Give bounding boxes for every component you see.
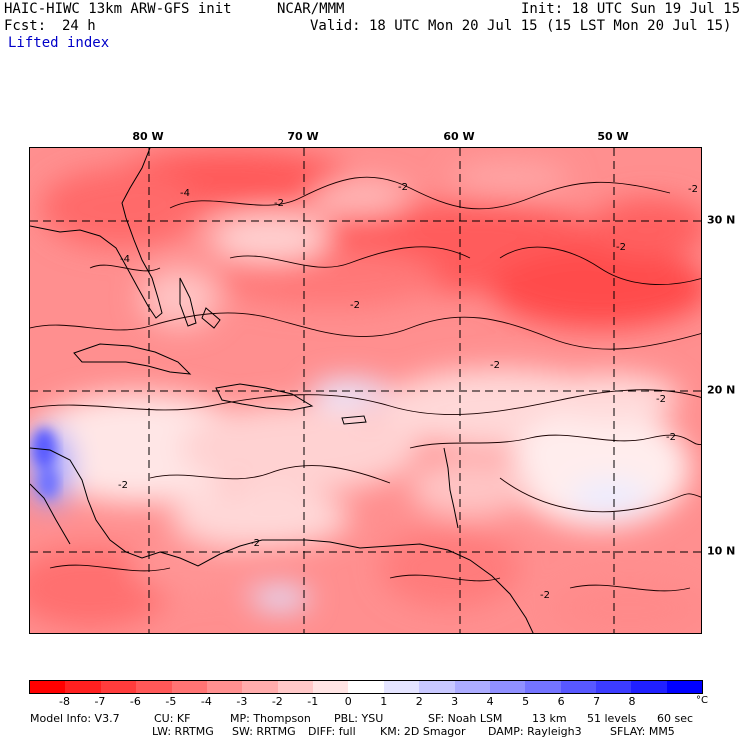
colorbar-swatch [65, 681, 101, 693]
lon-label-70w: 70 W [287, 130, 319, 143]
lon-label-50w: 50 W [597, 130, 629, 143]
model-info-damp: DAMP: Rayleigh3 [488, 725, 582, 738]
contour-lines [30, 176, 701, 592]
colorbar-swatch [100, 681, 137, 693]
init-time: Init: 18 UTC Sun 19 Jul 15 [521, 1, 740, 17]
colorbar-tick-label: 6 [557, 695, 565, 708]
map-canvas: -2 -2 -4 -2 -2 -2 -2 -2 -2 -2 -4 -2 -2 [30, 148, 701, 633]
contour-label: -2 [616, 242, 626, 253]
colorbar-swatch [666, 681, 703, 693]
colorbar-tick-label: -3 [236, 695, 248, 708]
colorbar-swatch [560, 681, 596, 693]
colorbar-tick-label: -6 [129, 695, 141, 708]
model-info-version: Model Info: V3.7 [30, 712, 120, 725]
contour-label: -4 [120, 254, 130, 265]
contour-label: -2 [274, 198, 284, 209]
contour-label: -2 [490, 360, 500, 371]
colorbar-swatch [277, 681, 313, 693]
lat-label-10n: 10 N [707, 544, 736, 558]
contour-label: -2 [118, 480, 128, 491]
colorbar-tick-label: -7 [94, 695, 106, 708]
model-info-sw: SW: RRTMG [232, 725, 296, 738]
colorbar-tick-label: -1 [307, 695, 319, 708]
colorbar-tick-label: 5 [522, 695, 530, 708]
lat-label-30n: 30 N [707, 213, 736, 227]
colorbar-swatch [136, 681, 172, 693]
model-info-km: KM: 2D Smagor [380, 725, 466, 738]
colorbar-swatch [313, 681, 349, 693]
colorbar-swatch [171, 681, 207, 693]
colorbar-unit: °C [696, 695, 708, 706]
contour-label: -2 [656, 394, 666, 405]
shading-field [30, 150, 701, 633]
contour-label: -2 [666, 432, 676, 443]
contour-label: -2 [540, 590, 550, 601]
model-info-resolution: 13 km [532, 712, 567, 725]
model-info-lw: LW: RRTMG [152, 725, 214, 738]
colorbar-tick-label: 0 [344, 695, 352, 708]
lon-label-60w: 60 W [443, 130, 475, 143]
colorbar-swatch [30, 681, 66, 693]
model-info-mp: MP: Thompson [230, 712, 311, 725]
colorbar-tick-label: -8 [58, 695, 70, 708]
model-info-timestep: 60 sec [657, 712, 694, 725]
colorbar-tick-label: -4 [200, 695, 212, 708]
colorbar-swatch [596, 681, 632, 693]
contour-label-group: -2 -2 -4 -2 -2 -2 -2 -2 -2 -2 -4 -2 -2 [118, 182, 698, 601]
contour-label: -4 [180, 188, 190, 199]
colorbar-swatch [348, 681, 384, 693]
colorbar-tick-label: 7 [593, 695, 601, 708]
colorbar [29, 680, 703, 694]
coastlines [30, 148, 534, 633]
model-title: HAIC-HIWC 13km ARW-GFS init [4, 1, 232, 17]
blue-core [32, 428, 58, 499]
lat-lon-grid [30, 148, 701, 633]
forecast-label: Fcst: [4, 18, 47, 34]
model-info-sflay: SFLAY: MM5 [610, 725, 675, 738]
colorbar-swatch [242, 681, 278, 693]
model-info-diff: DIFF: full [308, 725, 356, 738]
colorbar-tick-label: 8 [628, 695, 636, 708]
lifted-index-map: -2 -2 -4 -2 -2 -2 -2 -2 -2 -2 -4 -2 -2 [29, 147, 702, 634]
model-info-pbl: PBL: YSU [334, 712, 384, 725]
colorbar-swatch [419, 681, 455, 693]
colorbar-tick-label: 1 [380, 695, 388, 708]
model-info-levels: 51 levels [587, 712, 637, 725]
valid-time: Valid: 18 UTC Mon 20 Jul 15 (15 LST Mon … [310, 18, 732, 34]
field-name: Lifted index [8, 35, 110, 51]
model-info-sf: SF: Noah LSM [428, 712, 503, 725]
colorbar-tick-label: -2 [271, 695, 283, 708]
contour-label: -2 [398, 182, 408, 193]
colorbar-swatch [454, 681, 490, 693]
organization-label: NCAR/MMM [277, 1, 345, 17]
lon-label-80w: 80 W [132, 130, 164, 143]
colorbar-swatch [525, 681, 561, 693]
model-info-cu: CU: KF [154, 712, 191, 725]
contour-label: -2 [250, 538, 260, 549]
contour-label: -2 [350, 300, 360, 311]
forecast-hour: 24 h [62, 18, 96, 34]
colorbar-tick-label: 2 [415, 695, 423, 708]
colorbar-swatch [206, 681, 243, 693]
colorbar-tick-label: 4 [486, 695, 494, 708]
colorbar-tick-label: -5 [165, 695, 177, 708]
lat-label-20n: 20 N [707, 383, 736, 397]
colorbar-swatch [631, 681, 667, 693]
colorbar-swatch [383, 681, 420, 693]
colorbar-swatch [489, 681, 526, 693]
colorbar-tick-label: 3 [451, 695, 459, 708]
contour-label: -2 [688, 184, 698, 195]
